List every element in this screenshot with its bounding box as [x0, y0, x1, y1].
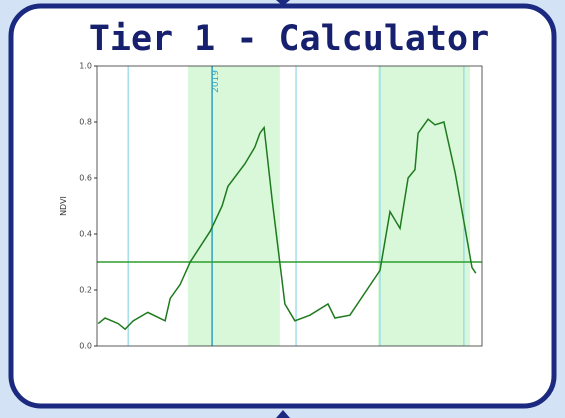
connector-top: [276, 0, 290, 6]
shaded-region: [187, 66, 280, 346]
y-tick-label: 0.6: [79, 174, 92, 183]
plot: 2019 0.0 0.2 0.4 0.6 0.8 1.0 NDVI: [59, 62, 483, 351]
y-tick-label: 1.0: [79, 62, 92, 71]
title: Tier 1 - Calculator: [89, 19, 489, 59]
ndvi-line: [97, 118, 477, 331]
y-axis-label: NDVI: [59, 196, 68, 216]
y-tick-label: 0.2: [79, 286, 92, 295]
y-tick-label: 0.8: [79, 118, 92, 127]
plot-frame: [96, 65, 483, 347]
shaded-region: [378, 66, 471, 346]
y-tick-label: 0.0: [79, 342, 92, 351]
connector-bottom: [276, 410, 290, 418]
marker-label: 2019: [211, 70, 221, 93]
y-tick-label: 0.4: [79, 230, 92, 239]
